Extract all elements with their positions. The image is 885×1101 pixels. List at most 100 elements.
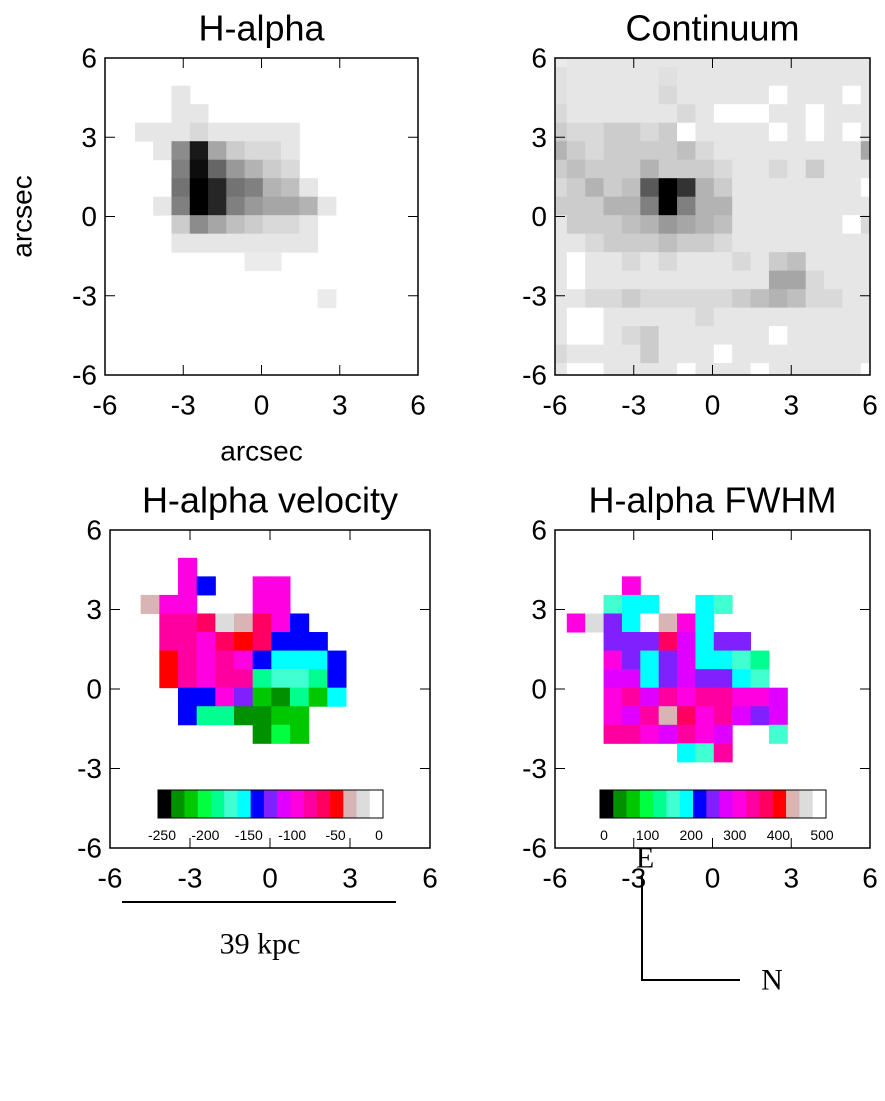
cell bbox=[805, 326, 825, 346]
cell bbox=[621, 687, 641, 707]
cell bbox=[215, 613, 235, 633]
cell bbox=[768, 215, 788, 235]
cell bbox=[640, 122, 660, 142]
cell bbox=[555, 67, 568, 87]
cell bbox=[695, 233, 715, 253]
cell bbox=[677, 104, 696, 124]
cell bbox=[566, 215, 586, 235]
cell bbox=[768, 67, 788, 87]
x-tick-label: 3 bbox=[342, 863, 358, 894]
cell bbox=[824, 363, 843, 375]
cell bbox=[153, 196, 173, 216]
cell bbox=[234, 632, 254, 652]
cell bbox=[768, 104, 788, 124]
cell bbox=[824, 233, 843, 253]
cell bbox=[677, 669, 696, 689]
cell bbox=[768, 363, 788, 375]
cell bbox=[555, 233, 568, 253]
cell bbox=[860, 104, 870, 124]
x-tick-label: 3 bbox=[783, 390, 799, 421]
colorbar-swatch bbox=[693, 790, 707, 818]
cell bbox=[555, 215, 568, 235]
colorbar-swatch bbox=[237, 790, 251, 818]
cell bbox=[750, 85, 770, 105]
cell bbox=[621, 326, 641, 346]
cell bbox=[621, 576, 641, 596]
colorbar-swatch bbox=[210, 790, 225, 818]
cell bbox=[750, 363, 770, 375]
colorbar-swatch bbox=[184, 790, 199, 818]
cell bbox=[196, 669, 216, 689]
cell bbox=[271, 650, 291, 670]
cell bbox=[252, 724, 272, 744]
cell bbox=[677, 196, 696, 216]
cell bbox=[640, 650, 660, 670]
cell bbox=[159, 669, 179, 689]
colorbar-swatch bbox=[786, 790, 800, 818]
x-tick-label: 6 bbox=[410, 390, 426, 421]
cell bbox=[555, 344, 568, 364]
cell bbox=[658, 326, 678, 346]
cell bbox=[621, 706, 641, 726]
cell bbox=[555, 122, 568, 142]
cell bbox=[189, 159, 209, 179]
cell bbox=[308, 650, 328, 670]
cell bbox=[768, 58, 788, 68]
cell bbox=[585, 122, 605, 142]
cell bbox=[308, 687, 328, 707]
cell bbox=[824, 85, 843, 105]
cell bbox=[603, 252, 623, 272]
cell bbox=[768, 724, 788, 744]
cell bbox=[695, 159, 715, 179]
cell bbox=[244, 178, 264, 198]
cell bbox=[585, 613, 605, 633]
cell bbox=[621, 141, 641, 161]
cell bbox=[566, 196, 586, 216]
cell bbox=[252, 632, 272, 652]
cell bbox=[244, 159, 264, 179]
y-tick-label: 6 bbox=[81, 43, 97, 74]
cell bbox=[171, 233, 191, 253]
cell bbox=[178, 632, 198, 652]
cell bbox=[768, 289, 788, 309]
colorbar-frame bbox=[157, 789, 384, 819]
x-tick-label: -6 bbox=[93, 390, 118, 421]
heatmap bbox=[140, 557, 347, 744]
cell bbox=[189, 178, 209, 198]
cell bbox=[695, 85, 715, 105]
x-tick-label: 6 bbox=[862, 390, 878, 421]
colorbar-swatch bbox=[263, 790, 278, 818]
cell bbox=[860, 363, 870, 375]
y-tick-label: -3 bbox=[72, 280, 97, 311]
cell bbox=[640, 270, 660, 290]
cell bbox=[271, 706, 291, 726]
cell bbox=[750, 669, 770, 689]
cell bbox=[603, 724, 623, 744]
cell bbox=[290, 706, 310, 726]
cell bbox=[566, 178, 586, 198]
cell bbox=[658, 613, 678, 633]
cell bbox=[196, 687, 216, 707]
cell bbox=[824, 344, 843, 364]
cell bbox=[159, 594, 179, 614]
y-tick-label: 0 bbox=[531, 674, 547, 705]
cell bbox=[658, 67, 678, 87]
cell bbox=[805, 85, 825, 105]
cell bbox=[603, 159, 623, 179]
cell bbox=[787, 326, 807, 346]
cell bbox=[658, 270, 678, 290]
cell bbox=[750, 650, 770, 670]
cell bbox=[695, 650, 715, 670]
cell bbox=[787, 58, 807, 68]
cell bbox=[153, 122, 173, 142]
cell bbox=[603, 196, 623, 216]
cell bbox=[695, 215, 715, 235]
cell bbox=[585, 159, 605, 179]
cell bbox=[713, 307, 733, 327]
cell bbox=[860, 252, 870, 272]
cell bbox=[658, 650, 678, 670]
cell bbox=[750, 252, 770, 272]
colorbar-swatch bbox=[369, 790, 384, 818]
cell bbox=[621, 159, 641, 179]
cell bbox=[805, 344, 825, 364]
